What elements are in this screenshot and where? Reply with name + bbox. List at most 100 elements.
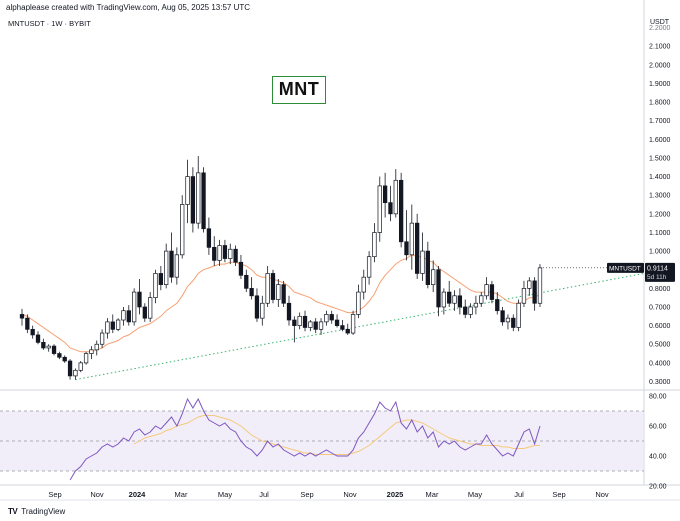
candle-body bbox=[196, 172, 201, 224]
time-tick-label: Sep bbox=[48, 490, 61, 499]
rsi-line bbox=[69, 397, 541, 481]
candle-body bbox=[57, 353, 62, 358]
candle bbox=[441, 288, 447, 315]
candle bbox=[169, 232, 174, 283]
candle bbox=[164, 243, 169, 289]
candle bbox=[270, 269, 276, 304]
candle-body bbox=[468, 306, 473, 315]
candle-body bbox=[420, 250, 425, 274]
candle-body bbox=[51, 345, 57, 354]
candle-body bbox=[318, 321, 324, 330]
candle bbox=[366, 251, 372, 285]
price-tick-label: 1.8000 bbox=[649, 100, 671, 107]
candle bbox=[254, 288, 260, 322]
candle bbox=[142, 303, 147, 322]
candle bbox=[457, 288, 463, 315]
candle bbox=[436, 265, 441, 317]
candle bbox=[350, 310, 356, 335]
price-tick-label: 1.5000 bbox=[649, 155, 671, 162]
price-tick-label: 1.2000 bbox=[649, 211, 671, 218]
candle-body bbox=[174, 254, 180, 278]
candle-body bbox=[276, 284, 281, 300]
candle-body bbox=[254, 295, 260, 319]
candle-body bbox=[479, 295, 484, 304]
candle-body bbox=[212, 247, 217, 261]
candle-body bbox=[35, 334, 41, 343]
candle-body bbox=[436, 269, 441, 308]
candle-body bbox=[89, 349, 94, 354]
price-tick-label: 0.4000 bbox=[649, 360, 671, 367]
time-tick-label: Mar bbox=[426, 490, 439, 499]
candle bbox=[420, 232, 425, 281]
candle bbox=[324, 310, 329, 326]
candle-body bbox=[377, 185, 382, 233]
candle bbox=[473, 295, 479, 315]
candle bbox=[484, 277, 489, 300]
candle bbox=[537, 264, 543, 307]
candle-body bbox=[238, 261, 244, 276]
candle-body bbox=[500, 310, 505, 323]
candle-body bbox=[115, 319, 121, 330]
candle bbox=[244, 269, 249, 293]
candle-body bbox=[19, 314, 25, 319]
candle bbox=[41, 338, 46, 350]
candle-body bbox=[185, 176, 190, 205]
candle bbox=[281, 280, 286, 307]
candle-body bbox=[340, 325, 345, 330]
candle-body bbox=[457, 295, 463, 308]
candle bbox=[516, 299, 521, 332]
candle-body bbox=[158, 273, 163, 285]
candle bbox=[180, 195, 185, 259]
price-tick-label: 0.3000 bbox=[649, 379, 671, 386]
candle-body bbox=[222, 245, 228, 259]
brand-name: TradingView bbox=[21, 507, 66, 516]
candle bbox=[137, 279, 142, 315]
price-tag-value: 0.9114 bbox=[647, 265, 668, 272]
candle bbox=[382, 172, 388, 218]
candle-body bbox=[505, 317, 511, 323]
time-tick-label: Sep bbox=[552, 490, 565, 499]
candle-body bbox=[201, 172, 206, 230]
candle-body bbox=[190, 176, 196, 224]
candle-body bbox=[249, 288, 254, 297]
candle bbox=[115, 318, 121, 332]
candle bbox=[500, 306, 505, 326]
symbol-tag-bg bbox=[607, 262, 644, 273]
candle bbox=[131, 288, 137, 326]
candle-body bbox=[25, 317, 30, 330]
candle-body bbox=[41, 342, 46, 349]
candle-body bbox=[473, 302, 479, 308]
time-tick-label: Jul bbox=[259, 490, 269, 499]
price-tick-label: 1.0000 bbox=[649, 249, 671, 256]
candle-body bbox=[292, 319, 297, 326]
candle-body bbox=[345, 328, 350, 334]
price-tick-label: 0.5000 bbox=[649, 342, 671, 349]
candle-body bbox=[62, 356, 67, 362]
candle-body bbox=[30, 328, 35, 336]
candle-body bbox=[308, 321, 313, 328]
candle-body bbox=[324, 314, 329, 323]
candle bbox=[479, 292, 484, 307]
candle-body bbox=[495, 299, 500, 312]
candle bbox=[110, 314, 115, 334]
candle-body bbox=[366, 256, 372, 278]
candle bbox=[313, 318, 318, 334]
price-tick-label: 1.6000 bbox=[649, 137, 671, 144]
candle bbox=[89, 346, 94, 360]
candle-body bbox=[388, 202, 393, 215]
candle-body bbox=[142, 306, 147, 319]
candle-body bbox=[484, 284, 489, 297]
time-tick-label: Mar bbox=[175, 490, 188, 499]
candle bbox=[238, 254, 244, 280]
candle-body bbox=[329, 314, 334, 321]
candle bbox=[83, 351, 89, 365]
candle bbox=[153, 269, 158, 304]
candle bbox=[511, 314, 516, 332]
candle bbox=[372, 223, 377, 263]
candle-body bbox=[131, 291, 137, 323]
candle-body bbox=[233, 248, 238, 263]
candle-body bbox=[83, 353, 89, 364]
candle-body bbox=[415, 222, 420, 274]
candle-body bbox=[67, 360, 73, 377]
